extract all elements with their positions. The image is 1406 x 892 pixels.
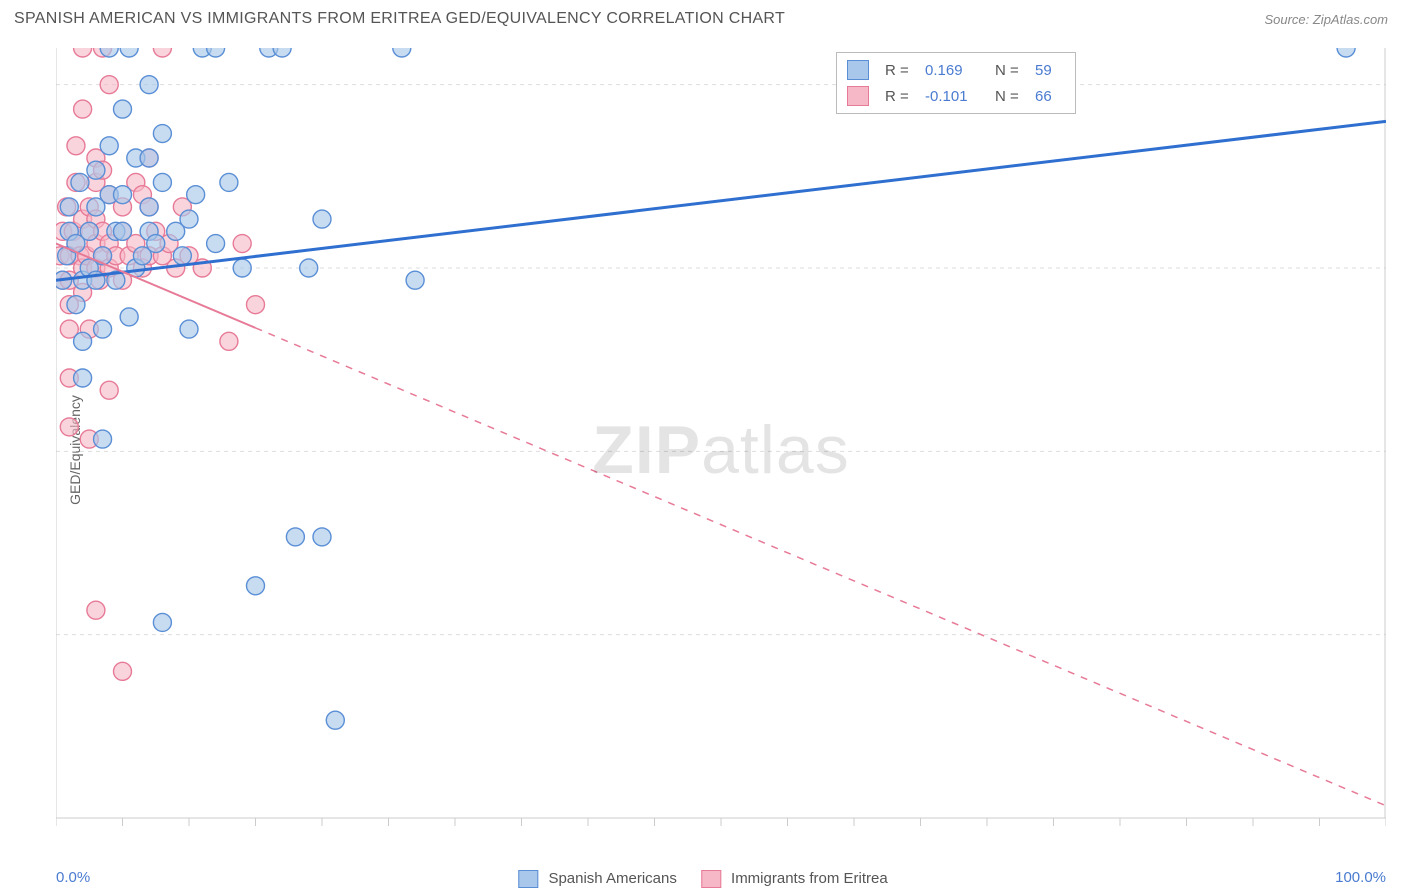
legend-row-series-2: R = -0.101 N = 66 <box>847 83 1065 109</box>
r-value-1: 0.169 <box>925 62 985 79</box>
chart-area: GED/Equivalency ZIPatlas 55.0%70.0%85.0%… <box>56 48 1386 852</box>
x-axis-labels: 0.0% 100.0% <box>56 869 1386 886</box>
scatter-plot <box>56 48 1386 852</box>
r-value-2: -0.101 <box>925 88 985 105</box>
chart-title: SPANISH AMERICAN VS IMMIGRANTS FROM ERIT… <box>14 10 785 28</box>
x-min-label: 0.0% <box>56 869 90 886</box>
legend-swatch-1 <box>847 60 869 80</box>
chart-header: SPANISH AMERICAN VS IMMIGRANTS FROM ERIT… <box>0 0 1406 38</box>
n-label: N = <box>995 88 1025 105</box>
legend-row-series-1: R = 0.169 N = 59 <box>847 57 1065 83</box>
legend-swatch-2 <box>847 86 869 106</box>
chart-source: Source: ZipAtlas.com <box>1264 12 1388 27</box>
r-label: R = <box>885 88 915 105</box>
n-value-1: 59 <box>1035 62 1065 79</box>
n-value-2: 66 <box>1035 88 1065 105</box>
correlation-legend: R = 0.169 N = 59 R = -0.101 N = 66 <box>836 52 1076 114</box>
x-max-label: 100.0% <box>1335 869 1386 886</box>
n-label: N = <box>995 62 1025 79</box>
r-label: R = <box>885 62 915 79</box>
